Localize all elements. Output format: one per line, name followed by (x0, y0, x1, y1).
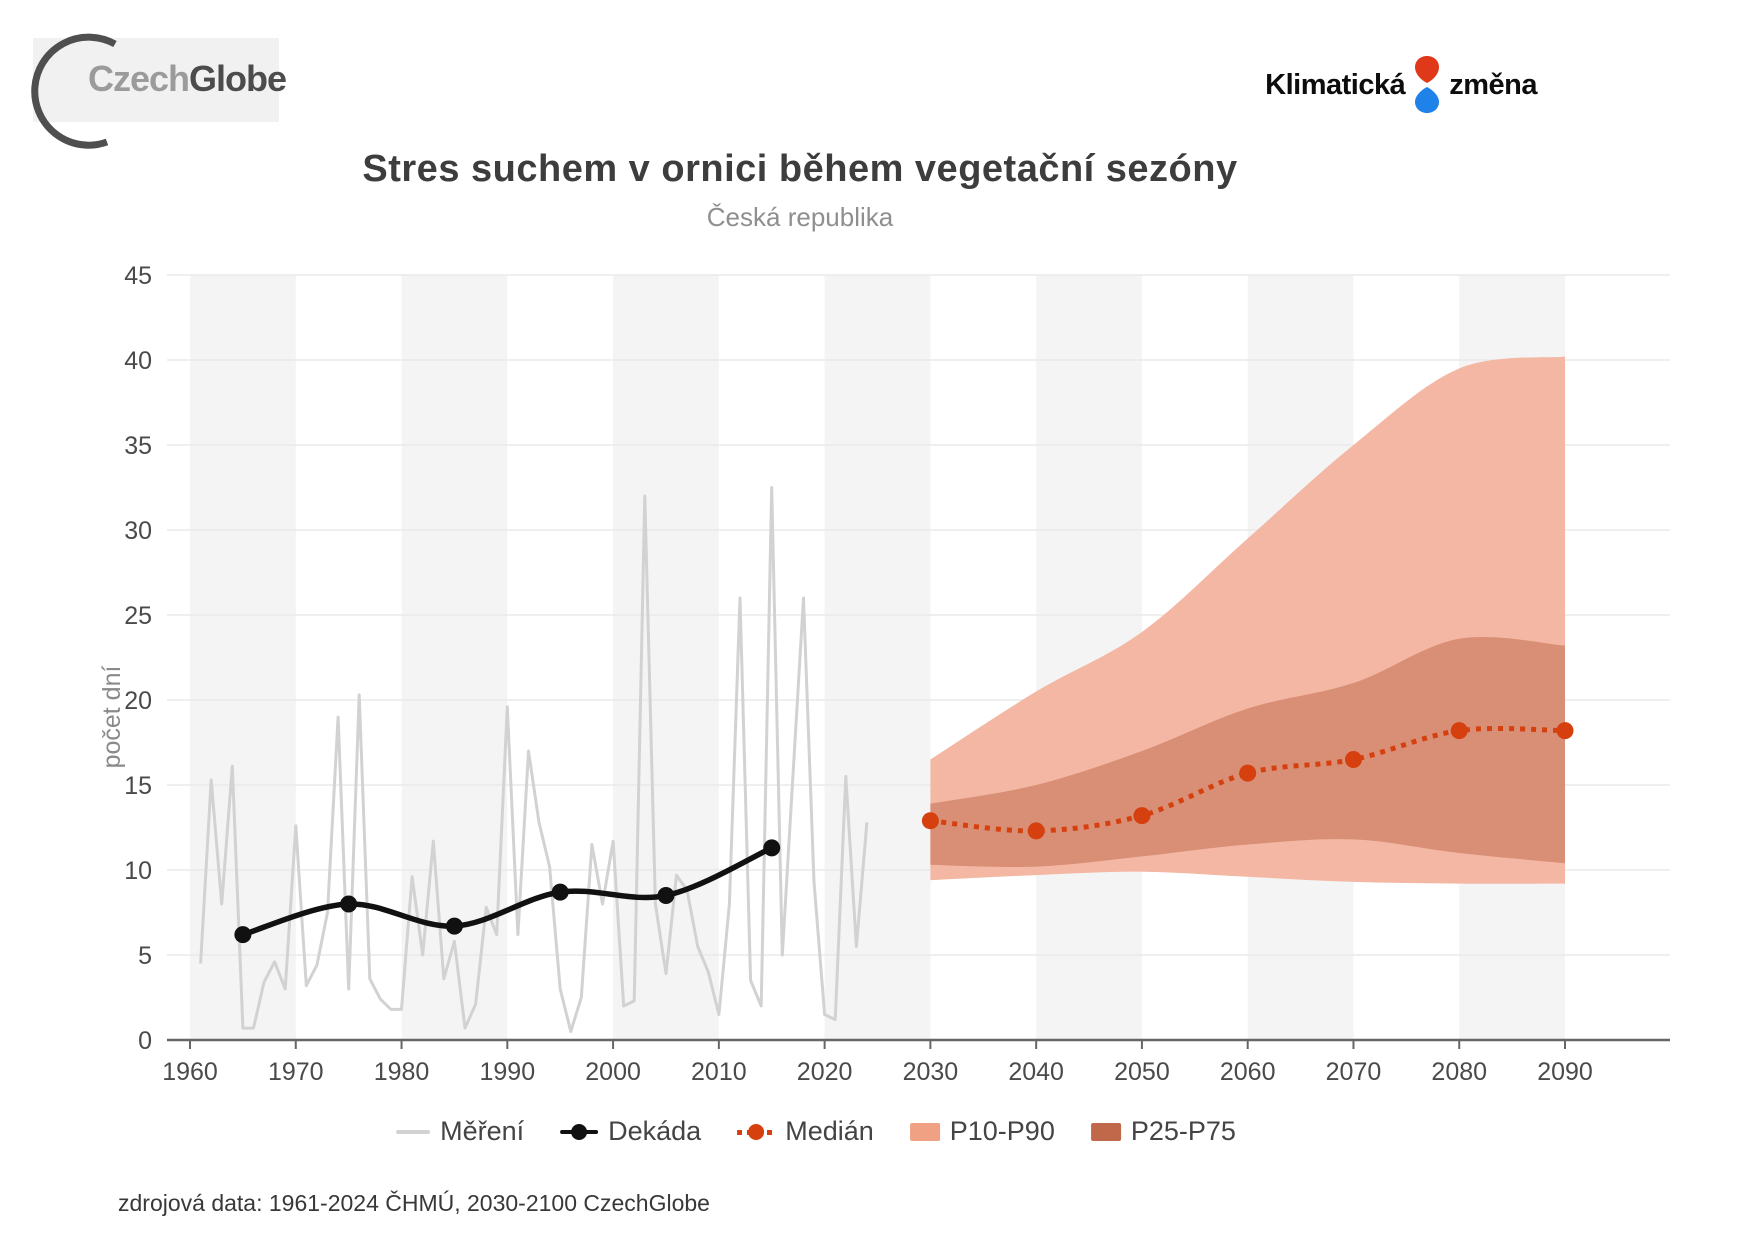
dekada-point (763, 839, 781, 857)
legend-label: Dekáda (608, 1116, 702, 1146)
y-tick-label: 0 (138, 1027, 152, 1055)
x-tick-label: 2050 (1114, 1058, 1170, 1086)
legend-band-swatch (1090, 1122, 1121, 1141)
legend-item-p25-p75[interactable]: P25-P75 (1090, 1116, 1236, 1147)
source-note: zdrojová data: 1961-2024 ČHMÚ, 2030-2100… (118, 1190, 710, 1216)
legend-line-swatch (396, 1129, 431, 1134)
legend-item-medi-n[interactable]: Medián (737, 1116, 874, 1147)
chart-legend: Měření Dekáda Medián P10-P90 P25-P75 (396, 1116, 1236, 1147)
legend-band-swatch (909, 1122, 940, 1141)
median-point (1450, 722, 1468, 740)
mereni-line (199, 486, 869, 1033)
x-tick-label: 2040 (1008, 1058, 1064, 1086)
czechglobe-logo-text: CzechGlobe (88, 58, 287, 100)
decade-stripe (190, 275, 296, 1040)
y-axis-title: počet dní (98, 666, 126, 769)
klimaticka-zmena-logo: Klimatická změna (1265, 55, 1537, 115)
y-tick-label: 40 (124, 347, 152, 375)
czechglobe-logo: CzechGlobe (31, 30, 293, 149)
y-tick-label: 45 (124, 262, 152, 290)
dekada-point (657, 887, 675, 904)
dekada-point (551, 883, 569, 901)
y-tick-label: 5 (138, 942, 152, 970)
x-tick-label: 1990 (479, 1058, 535, 1086)
decade-stripe (824, 275, 931, 1040)
water-drops-icon (1415, 56, 1440, 113)
median-point (921, 812, 939, 830)
band-p25-p75 (930, 637, 1565, 867)
x-tick-label: 1980 (374, 1058, 430, 1086)
y-tick-label: 35 (124, 432, 152, 460)
legend-item-dek-da[interactable]: Dekáda (560, 1116, 701, 1147)
czechglobe-arc-icon (31, 33, 117, 149)
dekada-point (234, 926, 252, 944)
y-tick-label: 25 (124, 602, 152, 630)
legend-item-m-en-[interactable]: Měření (396, 1116, 524, 1147)
x-tick-label: 2010 (691, 1058, 747, 1086)
zmena-word: změna (1449, 68, 1537, 101)
dekada-line (240, 845, 775, 938)
decade-stripe (613, 275, 719, 1040)
x-tick-label: 1970 (268, 1058, 324, 1086)
legend-label: Měření (440, 1116, 525, 1146)
legend-line-dot-swatch (560, 1123, 599, 1141)
legend-label: P10-P90 (949, 1116, 1055, 1146)
y-tick-label: 20 (124, 687, 152, 715)
czechglobe-text-part1: Czech (88, 58, 190, 99)
czechglobe-logo-background (33, 38, 279, 122)
chart-subtitle: Česká republika (706, 202, 894, 232)
x-tick-label: 2060 (1220, 1058, 1276, 1086)
legend-label: P25-P75 (1130, 1116, 1236, 1146)
median-point (1027, 822, 1045, 840)
y-tick-label: 15 (124, 772, 152, 800)
median-point (1556, 722, 1574, 740)
y-tick-label: 10 (124, 857, 152, 885)
x-tick-label: 1960 (162, 1058, 218, 1086)
x-tick-label: 2080 (1431, 1058, 1487, 1086)
klimaticka-word: Klimatická (1265, 68, 1406, 101)
x-tick-label: 2030 (903, 1058, 959, 1086)
czechglobe-text-part2: Globe (189, 58, 287, 99)
y-tick-label: 30 (124, 517, 152, 545)
x-tick-label: 2090 (1537, 1058, 1593, 1086)
legend-label: Medián (785, 1116, 874, 1146)
median-point (1133, 807, 1151, 825)
x-tick-label: 2000 (585, 1058, 641, 1086)
x-tick-label: 2070 (1326, 1058, 1382, 1086)
x-tick-label: 2020 (797, 1058, 853, 1086)
chart-plot-area: 1960 1970 1980 1990 2000 2010 2020 2030 2040 2050… (98, 262, 1670, 1086)
legend-dash-dot-swatch (737, 1123, 776, 1141)
chart-title: Stres suchem v ornici během vegetační se… (362, 148, 1238, 190)
dekada-point (445, 917, 463, 935)
median-point (1239, 764, 1257, 782)
dekada-point (340, 895, 358, 913)
legend-item-p10-p90[interactable]: P10-P90 (909, 1116, 1055, 1147)
median-point (1344, 751, 1362, 768)
